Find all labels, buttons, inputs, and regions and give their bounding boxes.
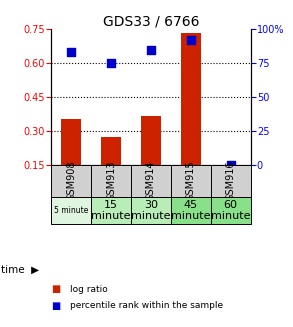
Text: percentile rank within the sample: percentile rank within the sample (70, 301, 224, 310)
Point (69, 50, 74, 55)
Text: GSM913: GSM913 (106, 161, 116, 201)
Text: GSM915: GSM915 (186, 161, 196, 201)
Point (149, 47, 153, 52)
Bar (91, 197, 131, 224)
Text: ■: ■ (51, 284, 61, 294)
Bar (51, 165, 91, 197)
Text: log ratio: log ratio (70, 285, 108, 294)
Text: GSM914: GSM914 (146, 161, 156, 201)
Point (188, 38, 193, 43)
Text: 60
minute: 60 minute (211, 200, 250, 221)
Point (109, 61, 113, 66)
Text: GSM908: GSM908 (66, 161, 76, 201)
Bar (51, 197, 91, 224)
Point (228, 162, 233, 167)
Text: 5 minute: 5 minute (54, 206, 88, 215)
Bar (141, 116, 161, 165)
Title: GDS33 / 6766: GDS33 / 6766 (103, 14, 199, 28)
Bar (91, 165, 131, 197)
Text: 45
minute: 45 minute (171, 200, 210, 221)
Text: 15
minute: 15 minute (91, 200, 131, 221)
Text: 30
minute: 30 minute (131, 200, 171, 221)
Text: ■: ■ (51, 301, 61, 311)
Bar (61, 119, 81, 165)
Bar (171, 165, 211, 197)
Bar (211, 165, 251, 197)
Bar (171, 197, 211, 224)
Bar (131, 197, 171, 224)
Bar (181, 33, 201, 165)
Bar (101, 137, 121, 165)
Text: GSM916: GSM916 (226, 161, 236, 201)
Bar (211, 197, 251, 224)
Text: time  ▶: time ▶ (1, 265, 40, 275)
Bar (131, 165, 171, 197)
